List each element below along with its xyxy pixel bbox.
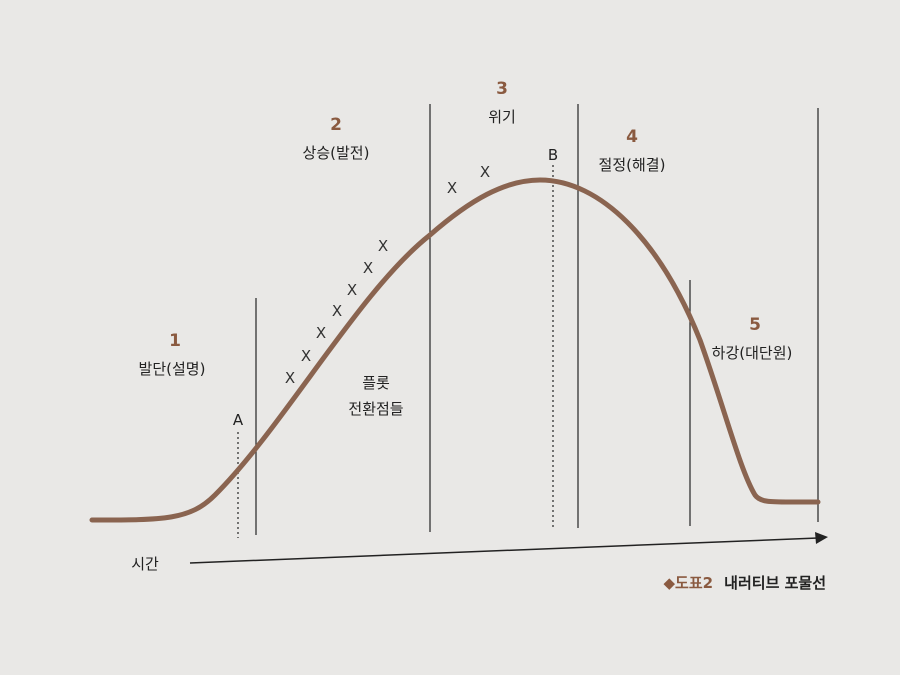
turning-point-mark: X: [447, 179, 457, 197]
marker-b-label: B: [548, 146, 558, 164]
turning-point-mark: X: [301, 347, 311, 365]
stage-4-label: 절정(해결): [599, 156, 666, 174]
turning-point-mark: X: [363, 259, 373, 277]
time-axis-arrowhead: [815, 532, 828, 544]
figure-caption-prefix: ◆도표2: [664, 574, 714, 592]
turning-point-mark: X: [332, 302, 342, 320]
stage-5-number: 5: [749, 315, 761, 335]
turning-points-label-line2: 전환점들: [348, 400, 403, 418]
turning-point-mark: X: [316, 324, 326, 342]
time-axis: [189, 537, 819, 564]
stage-3-number: 3: [496, 79, 508, 99]
turning-point-mark: X: [285, 369, 295, 387]
marker-a-label: A: [233, 411, 244, 429]
stage-1-label: 발단(설명): [139, 360, 206, 378]
turning-point-mark: X: [347, 281, 357, 299]
turning-point-mark: X: [378, 237, 388, 255]
turning-points-label-line1: 플롯: [362, 374, 390, 392]
figure-caption-title: 내러티브 포물선: [724, 574, 826, 592]
turning-point-mark: X: [480, 163, 490, 181]
stage-2-number: 2: [330, 115, 342, 135]
stage-4-number: 4: [626, 127, 638, 147]
stage-5-label: 하강(대단원): [712, 344, 793, 362]
stage-1-number: 1: [169, 331, 181, 351]
figure-caption: ◆도표2 내러티브 포물선: [664, 573, 827, 592]
time-axis-label: 시간: [131, 555, 159, 573]
narrative-curve: [89, 177, 821, 523]
stage-2-label: 상승(발전): [303, 144, 370, 162]
stage-3-label: 위기: [488, 108, 516, 126]
